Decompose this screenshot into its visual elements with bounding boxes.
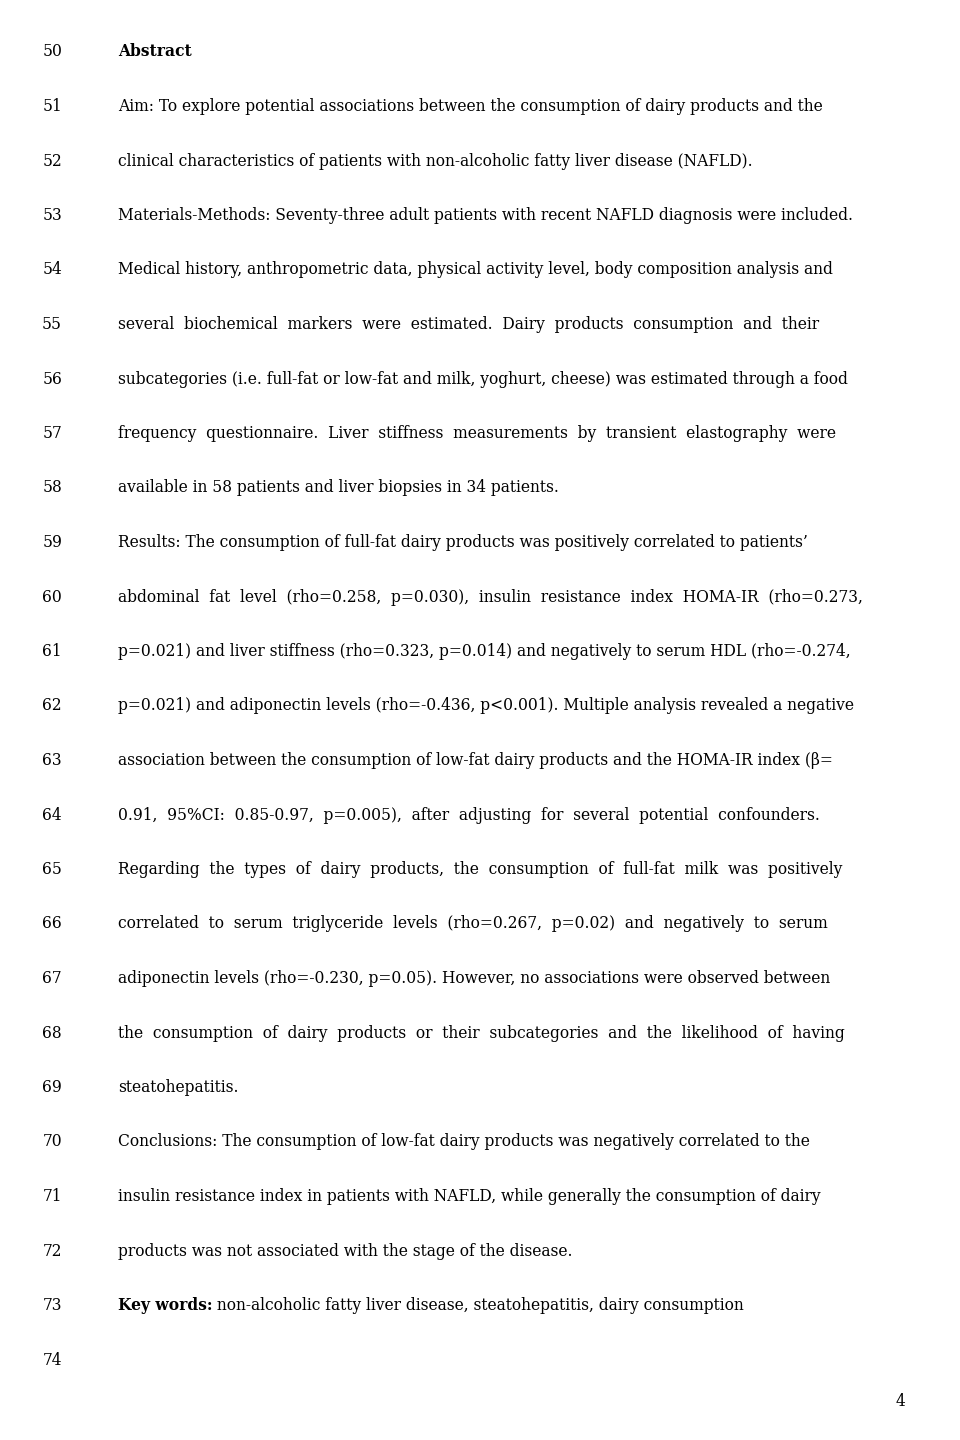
Text: 60: 60 bbox=[42, 589, 62, 605]
Text: 59: 59 bbox=[42, 534, 62, 552]
Text: Medical history, anthropometric data, physical activity level, body composition : Medical history, anthropometric data, ph… bbox=[118, 262, 833, 278]
Text: products was not associated with the stage of the disease.: products was not associated with the sta… bbox=[118, 1243, 572, 1260]
Text: 74: 74 bbox=[42, 1352, 62, 1368]
Text: association between the consumption of low-fat dairy products and the HOMA-IR in: association between the consumption of l… bbox=[118, 752, 833, 769]
Text: 67: 67 bbox=[42, 971, 62, 986]
Text: Results: The consumption of full-fat dairy products was positively correlated to: Results: The consumption of full-fat dai… bbox=[118, 534, 808, 552]
Text: 69: 69 bbox=[42, 1079, 62, 1096]
Text: 56: 56 bbox=[42, 370, 62, 387]
Text: 61: 61 bbox=[42, 644, 62, 660]
Text: p=0.021) and adiponectin levels (rho=-0.436, p<0.001). Multiple analysis reveale: p=0.021) and adiponectin levels (rho=-0.… bbox=[118, 697, 854, 714]
Text: 65: 65 bbox=[42, 861, 62, 878]
Text: 50: 50 bbox=[42, 43, 62, 60]
Text: clinical characteristics of patients with non-alcoholic fatty liver disease (NAF: clinical characteristics of patients wit… bbox=[118, 153, 753, 170]
Text: adiponectin levels (rho=-0.230, p=0.05). However, no associations were observed : adiponectin levels (rho=-0.230, p=0.05).… bbox=[118, 971, 830, 986]
Text: 0.91,  95%CI:  0.85-0.97,  p=0.005),  after  adjusting  for  several  potential : 0.91, 95%CI: 0.85-0.97, p=0.005), after … bbox=[118, 806, 820, 824]
Text: 70: 70 bbox=[42, 1133, 62, 1151]
Text: 62: 62 bbox=[42, 697, 62, 714]
Text: 58: 58 bbox=[42, 480, 62, 497]
Text: Abstract: Abstract bbox=[118, 43, 192, 60]
Text: Key words:: Key words: bbox=[118, 1297, 212, 1313]
Text: 54: 54 bbox=[42, 262, 62, 278]
Text: the  consumption  of  dairy  products  or  their  subcategories  and  the  likel: the consumption of dairy products or the… bbox=[118, 1024, 845, 1041]
Text: abdominal  fat  level  (rho=0.258,  p=0.030),  insulin  resistance  index  HOMA-: abdominal fat level (rho=0.258, p=0.030)… bbox=[118, 589, 863, 605]
Text: 52: 52 bbox=[42, 153, 62, 170]
Text: non-alcoholic fatty liver disease, steatohepatitis, dairy consumption: non-alcoholic fatty liver disease, steat… bbox=[212, 1297, 744, 1313]
Text: 55: 55 bbox=[42, 315, 62, 333]
Text: 4: 4 bbox=[896, 1394, 905, 1411]
Text: subcategories (i.e. full-fat or low-fat and milk, yoghurt, cheese) was estimated: subcategories (i.e. full-fat or low-fat … bbox=[118, 370, 848, 387]
Text: Materials-Methods: Seventy-three adult patients with recent NAFLD diagnosis were: Materials-Methods: Seventy-three adult p… bbox=[118, 207, 853, 225]
Text: p=0.021) and liver stiffness (rho=0.323, p=0.014) and negatively to serum HDL (r: p=0.021) and liver stiffness (rho=0.323,… bbox=[118, 644, 851, 660]
Text: 72: 72 bbox=[42, 1243, 62, 1260]
Text: Aim: To explore potential associations between the consumption of dairy products: Aim: To explore potential associations b… bbox=[118, 98, 823, 115]
Text: Conclusions: The consumption of low-fat dairy products was negatively correlated: Conclusions: The consumption of low-fat … bbox=[118, 1133, 810, 1151]
Text: 57: 57 bbox=[42, 425, 62, 442]
Text: 66: 66 bbox=[42, 916, 62, 933]
Text: 71: 71 bbox=[42, 1188, 62, 1205]
Text: frequency  questionnaire.  Liver  stiffness  measurements  by  transient  elasto: frequency questionnaire. Liver stiffness… bbox=[118, 425, 836, 442]
Text: 53: 53 bbox=[42, 207, 62, 225]
Text: 68: 68 bbox=[42, 1024, 62, 1041]
Text: available in 58 patients and liver biopsies in 34 patients.: available in 58 patients and liver biops… bbox=[118, 480, 559, 497]
Text: 64: 64 bbox=[42, 806, 62, 824]
Text: Regarding  the  types  of  dairy  products,  the  consumption  of  full-fat  mil: Regarding the types of dairy products, t… bbox=[118, 861, 842, 878]
Text: insulin resistance index in patients with NAFLD, while generally the consumption: insulin resistance index in patients wit… bbox=[118, 1188, 821, 1205]
Text: 73: 73 bbox=[42, 1297, 62, 1313]
Text: 63: 63 bbox=[42, 752, 62, 769]
Text: several  biochemical  markers  were  estimated.  Dairy  products  consumption  a: several biochemical markers were estimat… bbox=[118, 315, 819, 333]
Text: steatohepatitis.: steatohepatitis. bbox=[118, 1079, 238, 1096]
Text: correlated  to  serum  triglyceride  levels  (rho=0.267,  p=0.02)  and  negative: correlated to serum triglyceride levels … bbox=[118, 916, 828, 933]
Text: 51: 51 bbox=[42, 98, 62, 115]
